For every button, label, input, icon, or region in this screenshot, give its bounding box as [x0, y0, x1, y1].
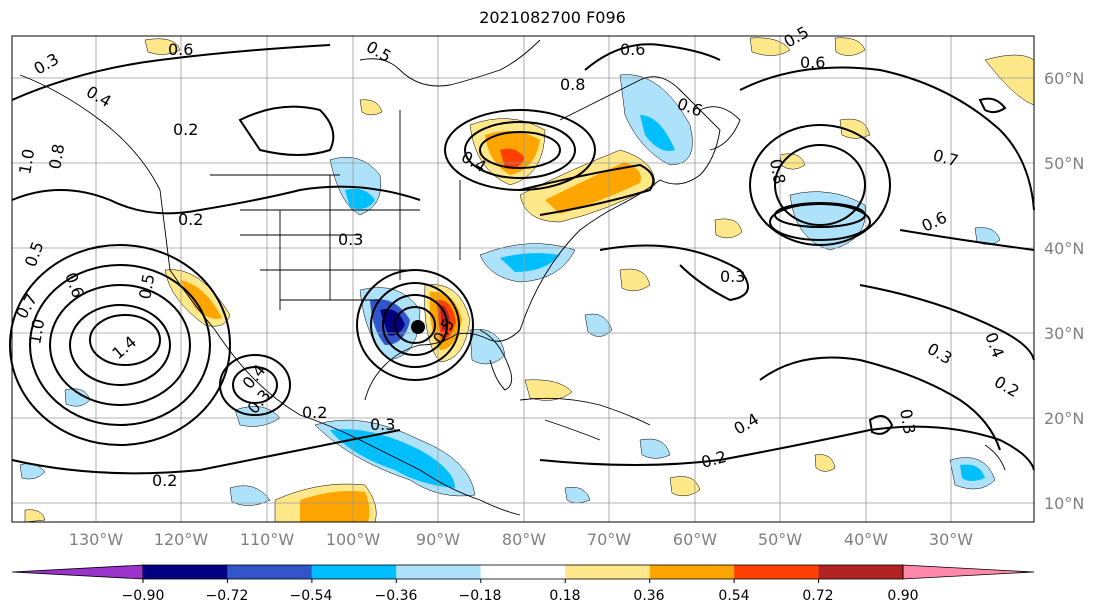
lat-label: 50°N: [1044, 154, 1084, 173]
colorbar-segment: [227, 565, 312, 579]
colorbar-tick-label: 0.54: [718, 588, 749, 604]
colorbar-tick-label: −0.36: [375, 588, 418, 604]
colorbar-tick-label: −0.54: [290, 588, 333, 604]
lon-label: 70°W: [587, 530, 631, 549]
colorbar-tick-label: −0.18: [459, 588, 502, 604]
contour-label: 0.2: [302, 403, 327, 422]
colorbar-extend-low: [11, 564, 144, 580]
lat-label: 10°N: [1044, 494, 1084, 513]
colorbar-tick-label: 0.36: [633, 588, 664, 604]
colorbar-tick-label: 0.18: [549, 588, 580, 604]
contour-label: 0.3: [896, 407, 919, 435]
contour-lines: [9, 43, 1035, 475]
contour-label: 1.0: [25, 317, 48, 345]
lat-label: 20°N: [1044, 409, 1084, 428]
map-plot-area: 0.6 0.5 0.3 0.4 0.2 1.0 0.8 0.2 0.5 0.6 …: [9, 22, 1035, 523]
contour-label: 0.8: [766, 157, 789, 185]
colorbar-tick-label: −0.72: [206, 588, 249, 604]
contour-label: 0.8: [560, 75, 585, 94]
lon-label: 90°W: [416, 530, 460, 549]
lat-label: 60°N: [1044, 69, 1084, 88]
colorbar-tick-label: −0.90: [122, 588, 165, 604]
lat-label: 40°N: [1044, 239, 1084, 258]
gridlines: [12, 36, 1034, 522]
contour-label: 1.0: [15, 147, 38, 175]
contour-label: 0.3: [338, 230, 363, 249]
colorbar-tick-label: 0.72: [802, 588, 833, 604]
colorbar-segment: [480, 565, 566, 579]
lon-label: 110°W: [240, 530, 295, 549]
lon-label: 80°W: [502, 530, 546, 549]
contour-label: 0.5: [135, 272, 158, 300]
colorbar-segment: [565, 565, 650, 579]
colorbar-segment: [396, 565, 481, 579]
lon-label: 120°W: [154, 530, 209, 549]
lon-label: 40°W: [844, 530, 888, 549]
colorbar-tick-label: 0.90: [887, 588, 918, 604]
contour-label: 0.3: [370, 415, 395, 434]
colorbar-segment: [734, 565, 819, 579]
colorbar-tick-labels: −0.90 −0.72 −0.54 −0.36 −0.18 0.18 0.36 …: [122, 588, 919, 604]
lon-label: 50°W: [758, 530, 802, 549]
colorbar-extend-high: [902, 564, 1035, 580]
colorbar-segment: [143, 565, 228, 579]
map-title: 2021082700 F096: [479, 8, 626, 27]
colorbar-segment: [649, 565, 735, 579]
contour-label: 0.8: [45, 142, 68, 170]
lon-label: 130°W: [69, 530, 124, 549]
contour-label: 0.6: [168, 40, 193, 59]
latitude-labels: 60°N 50°N 40°N 30°N 20°N 10°N: [1044, 69, 1084, 513]
lon-label: 30°W: [929, 530, 973, 549]
colorbar-frame: [142, 564, 904, 580]
contour-label: 0.2: [152, 471, 177, 490]
coastlines: [19, 39, 1006, 516]
colorbar-segment: [311, 565, 397, 579]
lon-label: 60°W: [673, 530, 717, 549]
colorbar-segment: [818, 565, 903, 579]
colorbar: [11, 564, 1035, 583]
low-center-marker: [411, 320, 425, 334]
lon-label: 100°W: [326, 530, 381, 549]
contour-label: 0.6: [800, 53, 825, 72]
longitude-labels: 130°W 120°W 110°W 100°W 90°W 80°W 70°W 6…: [69, 530, 973, 549]
contour-label: 0.2: [178, 210, 203, 229]
contour-label: 0.3: [720, 267, 745, 286]
lat-label: 30°N: [1044, 324, 1084, 343]
contour-label: 0.6: [620, 40, 645, 59]
contour-label: 0.2: [173, 120, 198, 139]
